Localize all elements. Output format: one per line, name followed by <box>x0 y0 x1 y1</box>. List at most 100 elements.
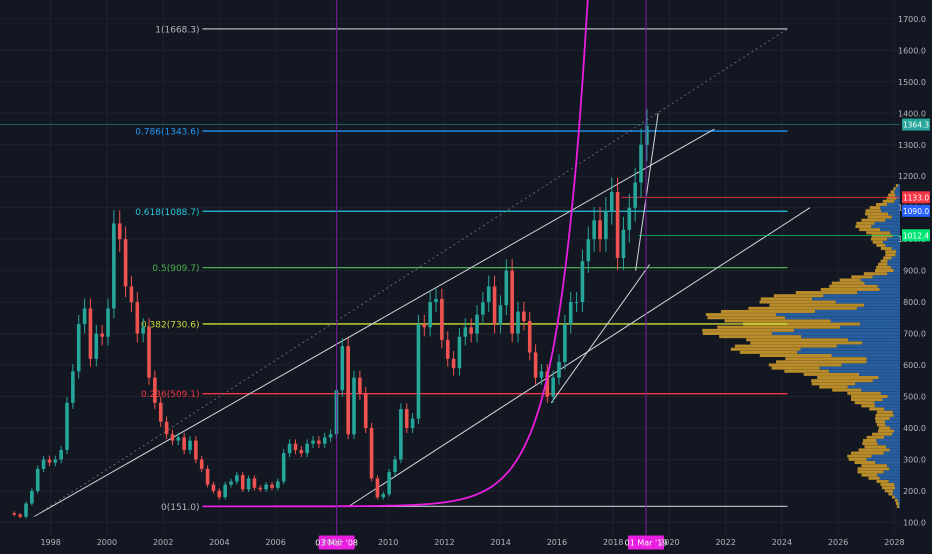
volume-bar-sell <box>759 354 832 358</box>
x-tick-label: 2008 <box>322 538 342 547</box>
volume-bar-buy <box>892 234 900 238</box>
y-tick-label: 1600.0 <box>898 46 926 55</box>
volume-bar-sell <box>730 347 801 351</box>
volume-bar-sell <box>811 382 856 386</box>
volume-bar-sell <box>880 483 895 487</box>
volume-bar-sell <box>876 479 889 483</box>
candle-body <box>176 437 181 441</box>
candle-body <box>428 302 432 328</box>
date-marker-label: 01 Mar '19 <box>625 539 668 548</box>
volume-bar-sell <box>890 190 895 194</box>
volume-bar-buy <box>893 429 900 433</box>
volume-bar-buy <box>875 461 900 465</box>
candle-body <box>352 377 356 435</box>
volume-bar-buy <box>876 438 900 442</box>
volume-bar-sell <box>768 363 842 367</box>
volume-bar-sell <box>875 413 894 417</box>
candle-body <box>94 333 99 359</box>
candle-body <box>533 352 538 378</box>
volume-bar-buy <box>794 328 900 332</box>
volume-bar-buy <box>887 394 900 398</box>
candle-body <box>598 220 602 240</box>
candle-body <box>305 443 309 454</box>
volume-bar-sell <box>856 221 875 225</box>
volume-bar-buy <box>879 476 900 480</box>
volume-bar-buy <box>872 379 900 383</box>
trend-dotted-line <box>33 28 788 518</box>
candle-body <box>18 514 22 517</box>
volume-bar-buy <box>871 224 900 228</box>
volume-bar-sell <box>831 281 865 285</box>
volume-bar-sell <box>876 243 886 247</box>
volume-bar-buy <box>860 322 900 326</box>
volume-bar-buy <box>887 259 900 263</box>
candle-body <box>65 402 69 451</box>
candle-body <box>205 468 210 485</box>
candle-body <box>375 478 380 498</box>
candle-body <box>416 324 421 419</box>
candle-body <box>633 182 637 208</box>
candle-body <box>287 443 292 454</box>
volume-bar-buy <box>895 253 900 257</box>
volume-bar-buy <box>859 372 900 376</box>
volume-bar-sell <box>862 438 877 442</box>
volume-bar-buy <box>897 498 900 502</box>
x-tick-label: 2004 <box>209 538 229 547</box>
volume-bar-buy <box>848 338 900 342</box>
candle-body <box>117 223 122 240</box>
candle-body <box>76 324 81 372</box>
x-tick-label: 2018 <box>603 538 623 547</box>
candle-body <box>123 239 128 287</box>
y-tick-label: 500.0 <box>903 393 926 402</box>
candle-body <box>340 346 345 391</box>
y-tick-label: 1300.0 <box>898 141 926 150</box>
y-tick-label: 700.0 <box>903 330 926 339</box>
candle-body <box>434 298 438 303</box>
price-badge-label: 1090.0 <box>903 207 929 216</box>
volume-bar-sell <box>875 416 890 420</box>
candle-body <box>141 327 145 334</box>
volume-bar-buy <box>889 416 900 420</box>
x-tick-label: 2012 <box>434 538 454 547</box>
volume-bar-sell <box>743 322 861 326</box>
volume-bar-buy <box>841 363 900 367</box>
candle-body <box>615 191 620 259</box>
volume-bar-buy <box>895 495 900 499</box>
volume-bar-sell <box>869 206 881 210</box>
volume-bar-sell <box>829 284 878 288</box>
x-tick-label: 2010 <box>378 538 398 547</box>
volume-bar-buy <box>874 221 900 225</box>
volume-bar-sell <box>702 331 772 335</box>
volume-bar-sell <box>819 385 848 389</box>
price-badge <box>902 191 930 204</box>
candle-body <box>563 324 567 362</box>
candle-body <box>451 358 456 369</box>
trend-channel-upper <box>33 128 715 518</box>
y-tick-label: 300.0 <box>903 455 926 464</box>
volume-bar-sell <box>811 379 873 383</box>
candle-body <box>522 311 526 321</box>
volume-bar-sell <box>773 294 824 298</box>
candle-body <box>12 512 17 515</box>
volume-bar-buy <box>891 247 900 251</box>
volume-bar-buy <box>893 413 900 417</box>
candle-body <box>194 440 198 460</box>
y-tick-label: 1400.0 <box>898 109 926 118</box>
volume-bar-sell <box>702 328 795 332</box>
candle-body <box>422 324 427 328</box>
volume-bar-buy <box>897 184 900 188</box>
volume-bar-buy <box>895 486 900 490</box>
y-tick-label: 800.0 <box>903 298 926 307</box>
trend-support-line <box>550 264 651 404</box>
volume-bar-sell <box>784 369 829 373</box>
volume-bar-buy <box>864 281 900 285</box>
volume-bar-buy <box>894 199 900 203</box>
volume-bar-buy <box>880 391 900 395</box>
volume-bar-buy <box>896 250 900 254</box>
volume-bar-buy <box>891 215 900 219</box>
volume-bar-sell <box>859 228 881 232</box>
candle-body <box>153 377 157 403</box>
parabolic-curve <box>202 0 589 508</box>
